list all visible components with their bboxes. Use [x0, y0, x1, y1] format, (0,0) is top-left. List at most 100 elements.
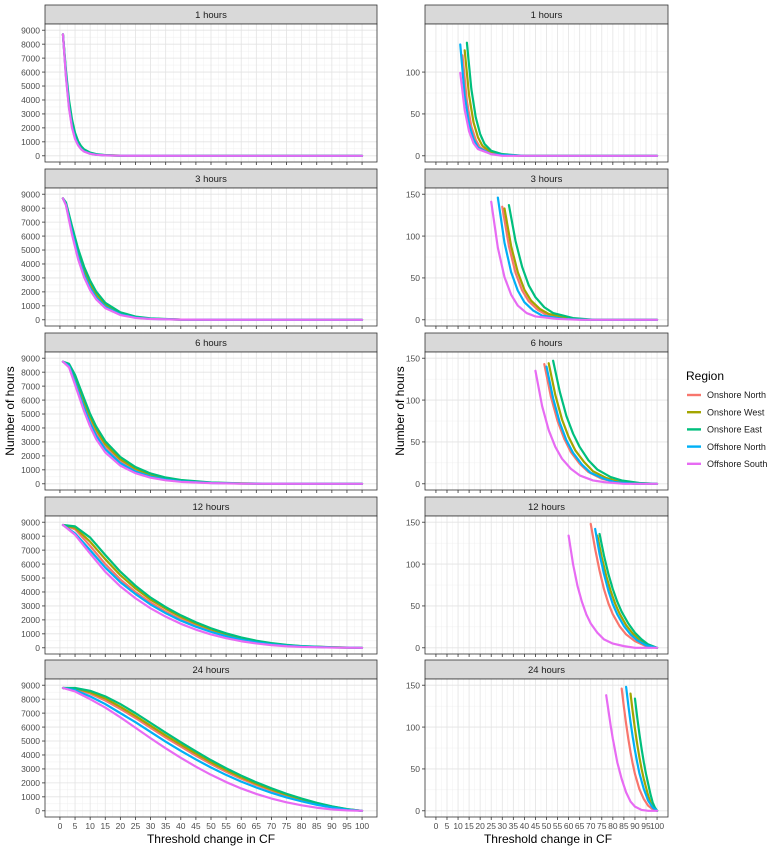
x-tick-label: 75	[597, 821, 607, 831]
grid	[45, 679, 377, 817]
y-tick-label: 150	[406, 680, 420, 690]
y-tick-label: 9000	[21, 517, 40, 527]
x-tick-label: 70	[267, 821, 277, 831]
x-tick-label: 80	[608, 821, 618, 831]
series-line-onshore-east	[633, 697, 659, 812]
x-tick-label: 5	[73, 821, 78, 831]
series-line-onshore-east	[598, 532, 659, 649]
y-tick-label: 5000	[21, 573, 40, 583]
y-tick-label: 50	[411, 109, 421, 119]
x-tick-label: 50	[542, 821, 552, 831]
y-tick-label: 0	[415, 151, 420, 161]
y-tick-label: 100	[406, 395, 420, 405]
panel-right-3: 12 hours 0 50 100 150	[406, 496, 669, 657]
grid	[45, 24, 377, 162]
y-tick-label: 4000	[21, 750, 40, 760]
panel-left-4: 24 hours01000200030004000500060007000800…	[21, 659, 378, 831]
y-tick-label: 9000	[21, 25, 40, 35]
y-tick-label: 8000	[21, 39, 40, 49]
y-tick-label: 0	[415, 806, 420, 816]
y-tick-label: 5000	[21, 245, 40, 255]
x-tick-label: 90	[630, 821, 640, 831]
series-line-offshore-south	[61, 360, 364, 485]
grid	[425, 188, 668, 326]
y-tick-label: 1000	[21, 792, 40, 802]
y-tick-label: 5000	[21, 81, 40, 91]
x-tick-label: 20	[116, 821, 126, 831]
series-line-onshore-east	[552, 359, 659, 485]
y-tick-label: 6000	[21, 559, 40, 569]
y-tick-label: 0	[415, 479, 420, 489]
grid	[45, 352, 377, 490]
grid	[45, 188, 377, 326]
y-tick-label: 6000	[21, 395, 40, 405]
facet-title: 24 hours	[528, 665, 565, 676]
y-tick-label: 2000	[21, 615, 40, 625]
y-tick-label: 8000	[21, 203, 40, 213]
y-tick-label: 150	[406, 353, 420, 363]
y-tick-label: 3000	[21, 764, 40, 774]
x-tick-label: 85	[619, 821, 629, 831]
y-tick-label: 6000	[21, 67, 40, 77]
y-tick-label: 1000	[21, 137, 40, 147]
series-line-offshore-north	[61, 686, 364, 812]
series-line-offshore-north	[594, 527, 659, 649]
x-tick-label: 0	[58, 821, 63, 831]
y-tick-label: 7000	[21, 53, 40, 63]
y-tick-label: 50	[411, 601, 421, 611]
y-tick-label: 4000	[21, 259, 40, 269]
panel-right-0: 1 hours 0 50 100	[406, 4, 669, 165]
y-tick-label: 6000	[21, 231, 40, 241]
facet-title: 1 hours	[195, 10, 227, 21]
x-tick-label: 30	[146, 821, 156, 831]
facet-title: 24 hours	[193, 665, 230, 676]
x-tick-label: 45	[531, 821, 541, 831]
legend-label: Onshore West	[707, 407, 765, 417]
x-tick-label: 55	[221, 821, 231, 831]
y-tick-label: 100	[406, 559, 420, 569]
x-tick-label: 55	[553, 821, 563, 831]
x-tick-label: 45	[191, 821, 201, 831]
y-tick-label: 8000	[21, 531, 40, 541]
x-tick-label: 15	[101, 821, 111, 831]
y-axis-label-left: Number of hours	[3, 366, 17, 455]
panel-left-2: 6 hours 0 1000 2000 3000 4000 5000 6000 7000 8000…	[21, 332, 378, 493]
series-line-offshore-south	[534, 369, 659, 485]
grid	[425, 516, 668, 654]
y-tick-label: 9000	[21, 353, 40, 363]
panel-right-1: 3 hours 0 50 100 150	[406, 168, 669, 329]
y-tick-label: 3000	[21, 601, 40, 611]
y-tick-label: 0	[415, 315, 420, 325]
x-tick-label: 90	[327, 821, 337, 831]
legend: Region Onshore North Onshore West Onshore …	[686, 369, 767, 469]
x-tick-label: 80	[297, 821, 307, 831]
y-tick-label: 9000	[21, 680, 40, 690]
facet-title: 12 hours	[528, 502, 565, 513]
x-tick-label: 60	[564, 821, 574, 831]
x-tick-label: 0	[434, 821, 439, 831]
y-tick-label: 7000	[21, 217, 40, 227]
y-tick-label: 0	[415, 643, 420, 653]
y-tick-label: 0	[35, 643, 40, 653]
y-tick-label: 0	[35, 315, 40, 325]
facet-title: 3 hours	[195, 174, 227, 185]
x-tick-label: 25	[131, 821, 141, 831]
series-line-offshore-south	[61, 197, 364, 321]
y-tick-label: 1000	[21, 629, 40, 639]
x-tick-label: 65	[575, 821, 585, 831]
series-line-offshore-south	[61, 523, 364, 649]
x-tick-label: 100	[355, 821, 369, 831]
x-tick-label: 100	[650, 821, 664, 831]
y-tick-label: 150	[406, 517, 420, 527]
y-tick-label: 3000	[21, 109, 40, 119]
y-tick-label: 2000	[21, 778, 40, 788]
y-tick-label: 7000	[21, 381, 40, 391]
series-line-offshore-south	[567, 534, 659, 649]
facet-title: 12 hours	[193, 502, 230, 513]
y-tick-label: 0	[35, 479, 40, 489]
x-tick-label: 25	[486, 821, 496, 831]
facet-title: 6 hours	[195, 338, 227, 349]
x-tick-label: 30	[498, 821, 508, 831]
y-tick-label: 2000	[21, 287, 40, 297]
